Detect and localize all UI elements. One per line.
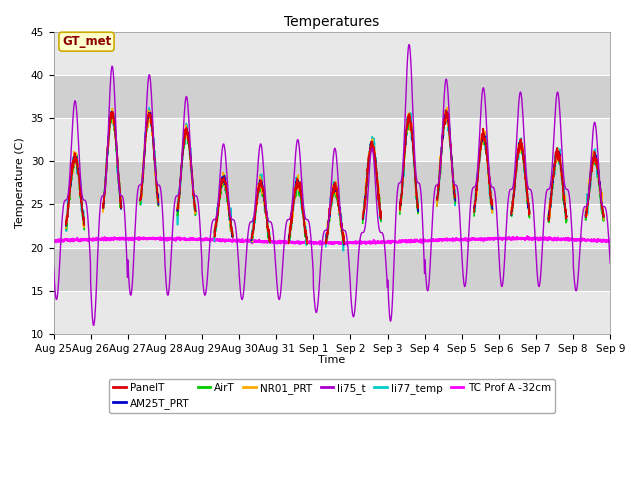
- Line: AirT: AirT: [66, 112, 604, 244]
- Bar: [54, 118, 611, 161]
- Bar: [54, 32, 611, 75]
- TC Prof A -32cm: [524, 233, 531, 239]
- Text: GT_met: GT_met: [62, 35, 111, 48]
- TC Prof A -32cm: [494, 236, 502, 242]
- Line: PanelT: PanelT: [66, 110, 604, 244]
- TC Prof A -32cm: [607, 237, 614, 243]
- PanelT: [360, 208, 368, 214]
- TC Prof A -32cm: [557, 235, 565, 241]
- li75_t: [50, 264, 58, 270]
- li77_temp: [360, 203, 368, 209]
- Line: NR01_PRT: NR01_PRT: [66, 108, 604, 243]
- AM25T_PRT: [360, 207, 368, 213]
- Bar: [54, 161, 611, 204]
- Line: li75_t: li75_t: [54, 45, 611, 325]
- li75_t: [494, 235, 502, 241]
- li75_t: [360, 228, 368, 234]
- TC Prof A -32cm: [50, 239, 58, 245]
- AirT: [360, 210, 368, 216]
- li75_t: [90, 323, 97, 328]
- X-axis label: Time: Time: [318, 355, 346, 365]
- Bar: [54, 75, 611, 118]
- AM25T_PRT: [557, 165, 565, 170]
- Line: TC Prof A -32cm: TC Prof A -32cm: [54, 236, 611, 245]
- PanelT: [557, 167, 565, 172]
- AirT: [557, 168, 565, 174]
- TC Prof A -32cm: [348, 240, 356, 245]
- Bar: [54, 248, 611, 291]
- TC Prof A -32cm: [316, 242, 324, 248]
- li77_temp: [557, 168, 565, 173]
- NR01_PRT: [360, 206, 368, 212]
- TC Prof A -32cm: [360, 240, 368, 245]
- Line: AM25T_PRT: AM25T_PRT: [66, 111, 604, 245]
- Y-axis label: Temperature (C): Temperature (C): [15, 137, 25, 228]
- li75_t: [557, 140, 565, 145]
- Bar: [54, 291, 611, 334]
- Bar: [54, 204, 611, 248]
- TC Prof A -32cm: [205, 237, 212, 242]
- NR01_PRT: [557, 173, 565, 179]
- li75_t: [607, 261, 614, 266]
- li75_t: [405, 42, 413, 48]
- Legend: PanelT, AM25T_PRT, AirT, NR01_PRT, li75_t, li77_temp, TC Prof A -32cm: PanelT, AM25T_PRT, AirT, NR01_PRT, li75_…: [109, 379, 555, 413]
- TC Prof A -32cm: [573, 238, 581, 244]
- li75_t: [573, 285, 581, 291]
- li75_t: [348, 308, 356, 314]
- li75_t: [205, 252, 213, 257]
- Line: li77_temp: li77_temp: [66, 108, 604, 251]
- Title: Temperatures: Temperatures: [284, 15, 380, 29]
